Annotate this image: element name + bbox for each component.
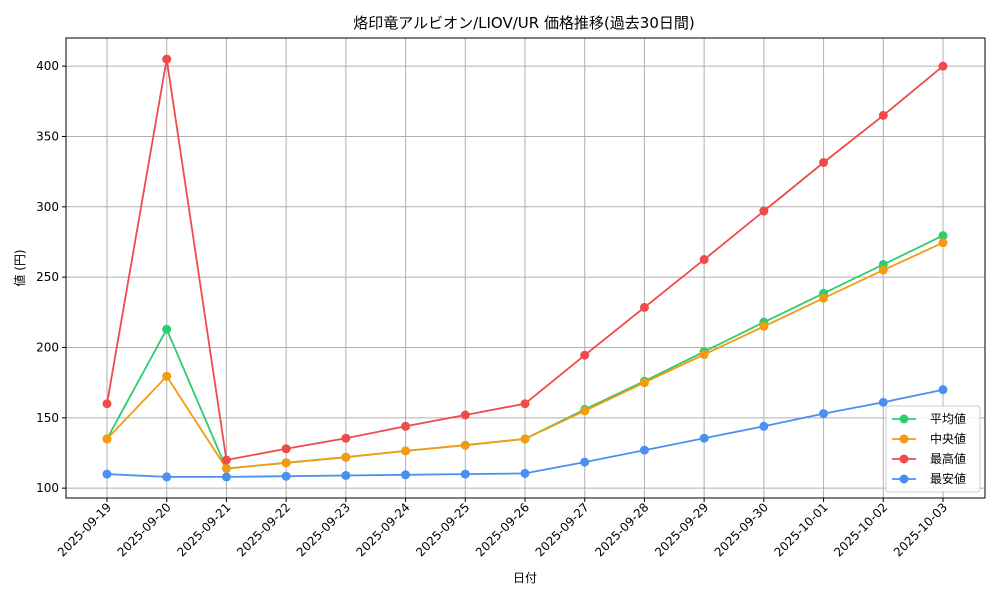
data-point	[639, 445, 649, 455]
data-point	[102, 469, 112, 479]
data-point	[460, 440, 470, 450]
x-tick-label: 2025-09-27	[533, 500, 592, 559]
legend-box	[885, 405, 981, 493]
legend-swatch-marker	[899, 454, 909, 464]
legend-label: 平均値	[930, 411, 966, 426]
data-point	[221, 463, 231, 473]
x-tick-label: 2025-09-20	[115, 500, 174, 559]
data-point	[520, 434, 530, 444]
chart-title: 烙印竜アルビオン/LIOV/UR 価格推移(過去30日間)	[353, 14, 695, 32]
data-point	[878, 265, 888, 275]
y-axis-label: 値 (円)	[12, 249, 27, 286]
data-point	[520, 399, 530, 409]
data-point	[759, 421, 769, 431]
y-tick-label: 250	[36, 270, 59, 284]
legend-item: 平均値	[892, 411, 966, 426]
data-point	[938, 61, 948, 71]
x-tick-label: 2025-09-21	[174, 500, 233, 559]
legend-swatch-marker	[899, 474, 909, 484]
grid-lines	[66, 38, 985, 498]
data-point	[341, 433, 351, 443]
data-point	[699, 433, 709, 443]
x-tick-label: 2025-10-02	[831, 500, 890, 559]
x-tick-label: 2025-09-25	[413, 500, 472, 559]
y-tick-label: 300	[36, 200, 59, 214]
legend-swatch-marker	[899, 414, 909, 424]
data-point	[699, 350, 709, 360]
x-tick-label: 2025-09-26	[473, 500, 532, 559]
data-point	[221, 455, 231, 465]
data-point	[938, 238, 948, 248]
series-中央値	[102, 238, 948, 473]
data-point	[102, 434, 112, 444]
x-tick-label: 2025-09-22	[234, 500, 293, 559]
series-最高値	[102, 54, 948, 465]
data-point	[162, 54, 172, 64]
data-point	[460, 410, 470, 420]
data-point	[639, 378, 649, 388]
data-point	[162, 324, 172, 334]
legend-label: 中央値	[930, 431, 966, 446]
series-最安値	[102, 385, 948, 482]
y-tick-label: 400	[36, 59, 59, 73]
data-point	[580, 457, 590, 467]
series-lines	[102, 54, 948, 482]
data-point	[341, 470, 351, 480]
data-point	[102, 399, 112, 409]
legend-label: 最高値	[930, 451, 966, 466]
data-point	[281, 444, 291, 454]
data-point	[162, 371, 172, 381]
x-tick-label: 2025-09-24	[353, 500, 412, 559]
legend-label: 最安値	[930, 471, 966, 486]
data-point	[580, 406, 590, 416]
x-axis-ticks: 2025-09-19 2025-09-20 2025-09-21 2025-09-22…	[55, 498, 950, 559]
data-point	[401, 446, 411, 456]
x-axis-label: 日付	[513, 571, 537, 585]
data-point	[281, 471, 291, 481]
data-point	[878, 110, 888, 120]
legend-item: 最高値	[892, 451, 966, 466]
data-point	[401, 470, 411, 480]
legend-swatch-marker	[899, 434, 909, 444]
data-point	[699, 255, 709, 265]
x-tick-label: 2025-09-19	[55, 500, 114, 559]
y-tick-label: 150	[36, 411, 59, 425]
y-tick-label: 200	[36, 340, 59, 354]
data-point	[819, 157, 829, 167]
x-tick-label: 2025-09-23	[294, 500, 353, 559]
data-point	[819, 409, 829, 419]
data-point	[520, 468, 530, 478]
data-point	[878, 397, 888, 407]
y-tick-label: 350	[36, 129, 59, 143]
x-tick-label: 2025-09-30	[712, 500, 771, 559]
legend-item: 中央値	[892, 431, 966, 446]
data-point	[341, 452, 351, 462]
x-tick-label: 2025-09-29	[652, 500, 711, 559]
data-point	[460, 469, 470, 479]
y-axis-ticks: 100 150 200 250 300 350 400	[36, 59, 66, 495]
data-point	[162, 472, 172, 482]
x-tick-label: 2025-10-01	[771, 500, 830, 559]
x-tick-label: 2025-09-28	[592, 500, 651, 559]
y-tick-label: 100	[36, 481, 59, 495]
data-point	[938, 385, 948, 395]
x-tick-label: 2025-10-03	[891, 500, 950, 559]
data-point	[580, 350, 590, 360]
data-point	[938, 231, 948, 241]
data-point	[819, 293, 829, 303]
data-point	[281, 458, 291, 468]
data-point	[639, 302, 649, 312]
data-point	[221, 472, 231, 482]
data-point	[759, 206, 769, 216]
data-point	[401, 421, 411, 431]
legend-item: 最安値	[892, 471, 966, 486]
data-point	[759, 321, 769, 331]
